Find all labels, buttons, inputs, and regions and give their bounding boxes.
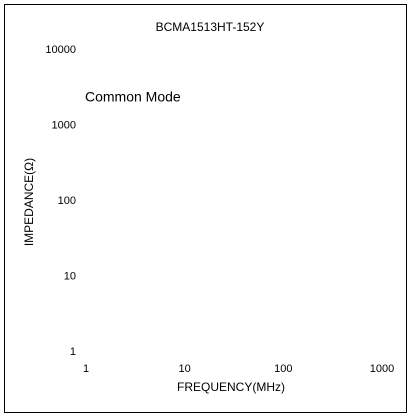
y-tick-label: 10000 xyxy=(45,44,76,56)
y-tick-label: 100 xyxy=(58,195,76,207)
x-tick-label: 1000 xyxy=(370,363,394,375)
y-tick-label: 1 xyxy=(70,346,76,358)
x-tick-label: 10 xyxy=(179,363,191,375)
annotation: Common Mode xyxy=(85,89,181,105)
y-axis-label: IMPEDANCE(Ω) xyxy=(22,158,36,246)
frame xyxy=(4,4,407,413)
x-tick-label: 100 xyxy=(274,363,292,375)
chart-title: BCMA1513HT-152Y xyxy=(156,20,265,34)
y-tick-label: 10 xyxy=(64,270,76,282)
y-tick-label: 1000 xyxy=(52,119,76,131)
x-axis-label: FREQUENCY(MHz) xyxy=(177,380,285,394)
x-tick-label: 1 xyxy=(83,363,89,375)
